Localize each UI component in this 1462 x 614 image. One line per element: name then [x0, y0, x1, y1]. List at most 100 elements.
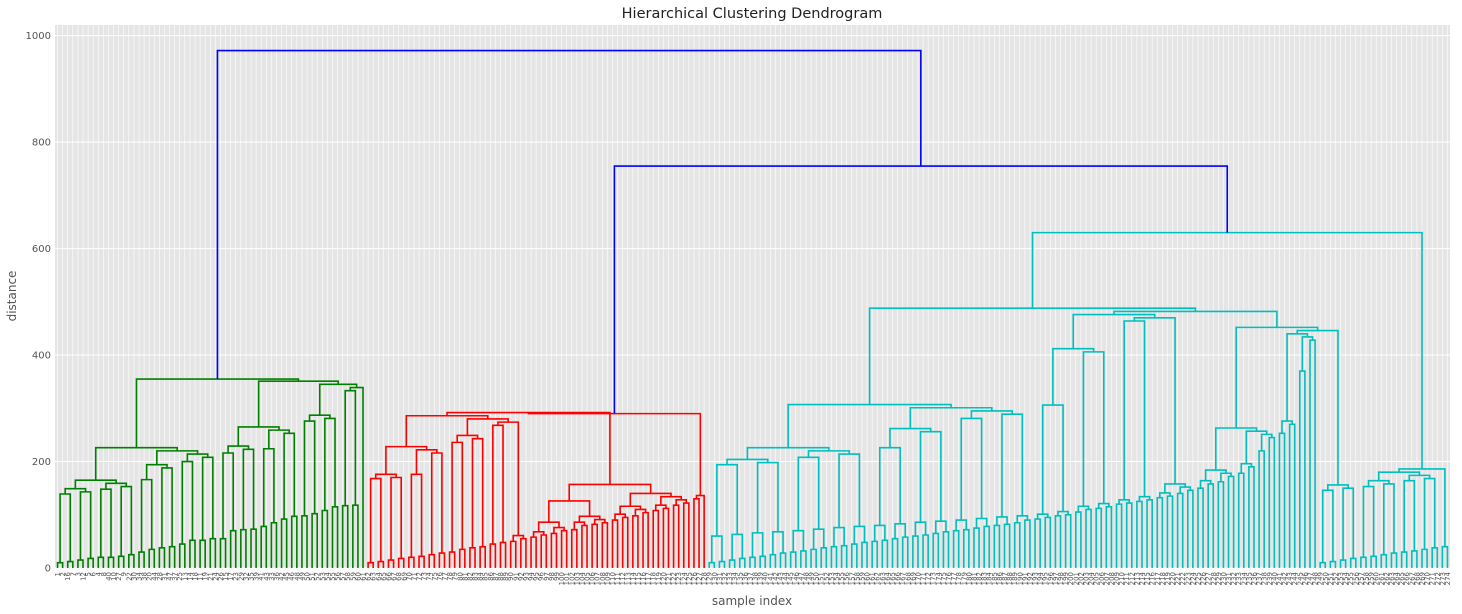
leaf-label-71: 72: [416, 572, 424, 581]
leaf-label-139: 140: [762, 572, 770, 585]
leaf-label-85: 86: [487, 571, 495, 580]
leaf-label-133: 134: [731, 571, 739, 585]
cluster-2-link-r2-0: [716, 463, 739, 537]
leaf-label-47: 48: [293, 572, 301, 581]
cluster-1-link-r1-20: [573, 521, 586, 530]
grid-lines: [55, 25, 1450, 569]
cluster-2-link-r0-128: [1360, 556, 1367, 568]
leaf-label-60: 61: [360, 572, 368, 581]
leaf-label-67: 68: [395, 572, 403, 581]
leaf-label-259: 260: [1373, 572, 1381, 585]
leaf-label-112: 113: [624, 572, 632, 585]
y-tick-label-1: 200: [32, 457, 51, 468]
cluster-0-link-r1-24: [303, 420, 316, 516]
leaf-label-236: 237: [1256, 572, 1264, 585]
leaf-label-265: 266: [1403, 571, 1411, 585]
leaf-label-163: 164: [884, 571, 892, 585]
leaf-label-69: 70: [405, 572, 413, 581]
cluster-2-link-r0-36: [891, 537, 899, 568]
cluster-2-link-r1-20: [914, 521, 927, 537]
cluster-0-link-r0-46: [290, 515, 298, 568]
leaf-label-12: 27: [115, 572, 123, 581]
leaf-label-223: 224: [1189, 571, 1197, 585]
cluster-2-link-r2-12: [960, 417, 983, 521]
cluster-2-link-r0-112: [1278, 432, 1286, 568]
leaf-label-186: 187: [1001, 572, 1009, 585]
cluster-0-link-r0-36: [240, 528, 247, 568]
leaf-label-184: 185: [991, 572, 999, 585]
leaf-label-245: 246: [1301, 571, 1309, 585]
leaf-label-21: 31: [161, 572, 169, 581]
leaf-label-194: 195: [1042, 572, 1050, 585]
y-tick-label-4: 800: [32, 138, 51, 149]
leaf-label-62: 63: [370, 572, 378, 581]
y-axis-label: distance: [5, 271, 19, 322]
leaf-label-44: 42: [278, 572, 286, 581]
leaf-label-92: 93: [522, 572, 530, 581]
leaf-label-58: 59: [349, 572, 357, 581]
leaf-label-247: 248: [1312, 572, 1320, 585]
leaf-label-55: 56: [334, 571, 342, 580]
leaf-label-253: 254: [1342, 571, 1350, 585]
leaf-label-203: 204: [1088, 571, 1096, 585]
cluster-2-link-r0-64: [1034, 518, 1041, 568]
leaf-label-37: 32: [242, 572, 250, 581]
leaf-label-149: 150: [813, 572, 821, 585]
cluster-2-link-r2-10: [919, 430, 942, 523]
cluster-2-link-r6-0: [868, 307, 1197, 405]
leaf-label-250: 251: [1327, 572, 1335, 585]
leaf-label-6: 5: [85, 572, 93, 576]
leaf-label-4: 3: [74, 572, 82, 576]
leaf-label-89: 90: [507, 572, 515, 581]
leaf-label-79: 80: [456, 572, 464, 581]
leaf-label-123: 124: [680, 571, 688, 585]
leaf-label-91: 92: [517, 572, 525, 581]
cluster-0-link-r1-20: [262, 447, 275, 527]
cluster-2-link-r0-72: [1074, 511, 1082, 568]
cluster-2-link-r0-4: [728, 559, 736, 568]
leaf-label-16: 34: [136, 571, 144, 580]
cluster-0-link-r2-4: [145, 463, 168, 480]
leaf-label-100: 101: [563, 572, 571, 585]
leaf-label-24: 25: [176, 572, 184, 581]
leaf-label-216: 217: [1154, 572, 1162, 585]
leaf-label-13: 9: [120, 572, 128, 576]
leaf-label-51: 52: [314, 572, 322, 581]
y-tick-label-0: 0: [45, 564, 51, 575]
cluster-2-link-r0-6: [738, 557, 746, 568]
leaf-label-104: 105: [584, 572, 592, 585]
leaf-label-1: 2: [59, 572, 67, 576]
leaf-label-97: 98: [548, 572, 556, 581]
leaf-label-252: 253: [1337, 572, 1345, 585]
cluster-2-link-r0-140: [1421, 548, 1428, 568]
leaf-label-116: 117: [645, 572, 653, 585]
leaf-label-165: 166: [894, 571, 902, 585]
leaf-label-90: 91: [512, 572, 520, 581]
cluster-2-link-r0-110: [1268, 436, 1276, 568]
leaf-label-213: 214: [1138, 571, 1146, 585]
leaf-label-144: 145: [787, 572, 795, 585]
leaf-label-25: 13: [181, 572, 189, 581]
leaf-label-23: 37: [171, 572, 179, 581]
leaf-label-45: 45: [283, 572, 291, 581]
leaf-label-268: 269: [1418, 572, 1426, 585]
leaf-label-164: 165: [889, 572, 897, 585]
leaf-label-182: 183: [981, 572, 989, 585]
cluster-0-link-r0-4: [77, 559, 84, 568]
leaf-label-15: 30: [130, 572, 138, 581]
cluster-2-link-r0-86: [1146, 499, 1153, 568]
cluster-0-link-r1-0: [59, 493, 72, 563]
leaf-label-177: 178: [955, 572, 963, 585]
leaf-label-167: 168: [904, 572, 912, 585]
leaf-label-238: 239: [1266, 572, 1274, 585]
cluster-2-link-r0-80: [1115, 503, 1123, 568]
leaf-label-75: 76: [436, 571, 444, 580]
cluster-1-link-r0-8: [408, 556, 415, 568]
leaf-label-28: 11: [197, 572, 205, 581]
cluster-2-link-r0-2: [718, 560, 726, 568]
leaf-label-52: 53: [319, 572, 327, 581]
leaf-label-0: 1: [54, 572, 62, 576]
cluster-0-link-r0-10: [107, 556, 115, 568]
cluster-1-link-r0-30: [520, 537, 527, 568]
leaf-label-76: 77: [441, 572, 449, 581]
